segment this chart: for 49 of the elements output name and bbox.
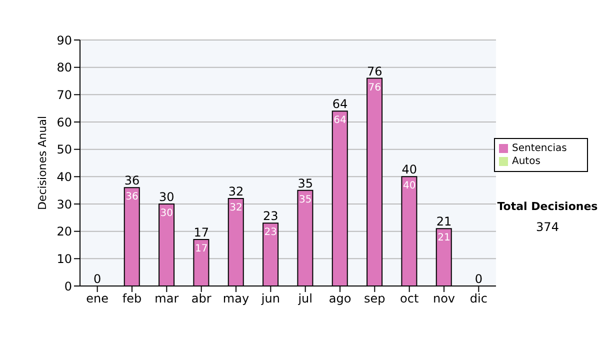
y-tick-label: 90 bbox=[56, 33, 72, 48]
total-label: 30 bbox=[159, 190, 174, 204]
y-tick-label: 70 bbox=[56, 88, 72, 102]
text: 374 bbox=[535, 220, 560, 234]
data-label: 23 bbox=[264, 227, 278, 238]
data-label: 40 bbox=[402, 180, 416, 192]
y-tick-label: 20 bbox=[56, 224, 72, 239]
data-label: 35 bbox=[298, 194, 312, 206]
y-tick-label: 0 bbox=[64, 279, 72, 294]
total-label: 40 bbox=[402, 162, 417, 177]
y-axis-title: Decisiones Anual bbox=[36, 116, 49, 210]
x-tick-label: abr bbox=[191, 292, 212, 306]
data-label: 36 bbox=[126, 192, 138, 203]
data-label: 30 bbox=[160, 208, 174, 219]
x-tick-label: jun bbox=[260, 292, 280, 306]
total-label: 35 bbox=[298, 176, 313, 190]
x-tick-label: oct bbox=[400, 292, 419, 306]
x-tick-label: ene bbox=[86, 292, 109, 306]
x-tick-label: dic bbox=[470, 292, 488, 306]
y-tick-label: 30 bbox=[56, 197, 72, 212]
total-label: 64 bbox=[332, 97, 348, 112]
legend-label: Autos bbox=[512, 156, 540, 167]
total-label: 0 bbox=[94, 272, 102, 286]
legend-label: Sentencias bbox=[512, 143, 567, 154]
y-tick-label: 50 bbox=[56, 142, 72, 157]
total-label: 23 bbox=[263, 209, 278, 224]
x-tick-label: feb bbox=[122, 292, 142, 306]
x-tick-label: sep bbox=[364, 292, 386, 306]
y-tick-label: 10 bbox=[56, 252, 72, 266]
data-label: 32 bbox=[230, 202, 242, 214]
x-tick-label: ago bbox=[328, 292, 352, 306]
total-label: 17 bbox=[194, 226, 209, 240]
x-tick-label: jul bbox=[297, 292, 312, 306]
text: Total Decisiones bbox=[496, 200, 599, 213]
x-tick-label: nov bbox=[432, 292, 456, 306]
total-label: 21 bbox=[436, 214, 452, 229]
total-label: 32 bbox=[228, 184, 244, 199]
data-label: 17 bbox=[194, 244, 208, 255]
y-tick-label: 40 bbox=[56, 170, 72, 184]
x-tick-label: may bbox=[222, 292, 250, 306]
total-label: 36 bbox=[124, 174, 140, 188]
x-tick-label: mar bbox=[154, 292, 179, 306]
y-tick-label: 80 bbox=[56, 60, 72, 75]
data-label: 64 bbox=[334, 115, 346, 126]
total-label: 0 bbox=[474, 272, 482, 286]
total-label: 76 bbox=[367, 64, 382, 78]
y-tick-label: 60 bbox=[56, 115, 72, 130]
data-label: 21 bbox=[438, 232, 450, 244]
data-label: 76 bbox=[368, 82, 382, 94]
